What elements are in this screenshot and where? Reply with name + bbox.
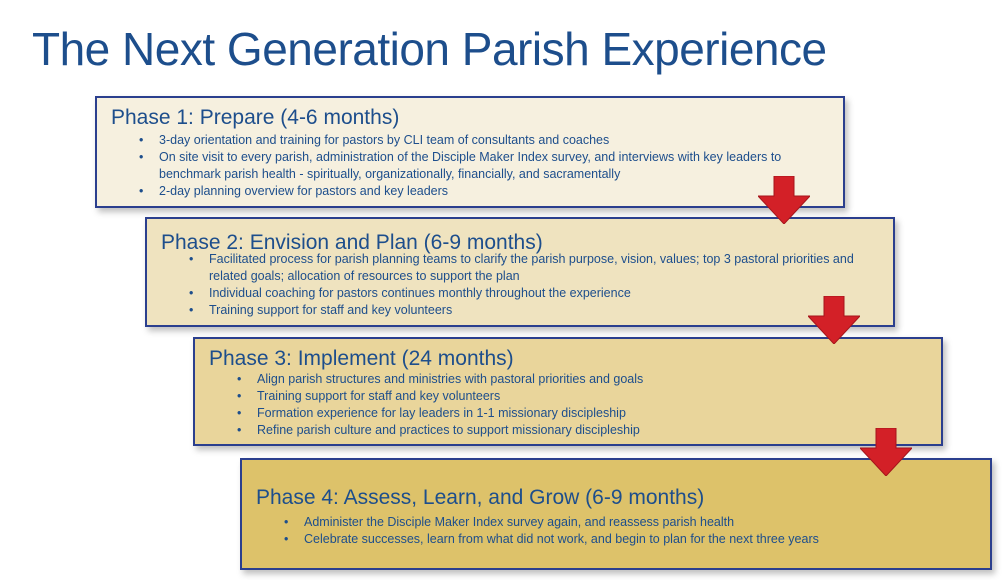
bullet-item: Administer the Disciple Maker Index surv… [282,514,972,531]
phase-2-title: Phase 2: Envision and Plan (6-9 months) [161,231,543,254]
phase-2-box: Phase 2: Envision and Plan (6-9 months) … [145,217,895,327]
down-arrow-icon [808,296,860,344]
phase-1-box: Phase 1: Prepare (4-6 months) 3-day orie… [95,96,845,208]
bullet-item: Training support for staff and key volun… [187,302,887,319]
down-arrow-icon [758,176,810,224]
down-arrow-icon [860,428,912,476]
bullet-item: 3-day orientation and training for pasto… [137,132,827,149]
bullet-item: Align parish structures and ministries w… [235,371,925,388]
phase-2-bullet-list: Facilitated process for parish planning … [187,251,887,319]
page-title: The Next Generation Parish Experience [32,23,827,75]
phase-4-title: Phase 4: Assess, Learn, and Grow (6-9 mo… [256,486,705,509]
phase-3-bullet-list: Align parish structures and ministries w… [235,371,925,439]
phase-1-bullet-list: 3-day orientation and training for pasto… [137,132,827,200]
phase-3-box: Phase 3: Implement (24 months) Align par… [193,337,943,446]
bullet-item: 2-day planning overview for pastors and … [137,183,827,200]
phase-3-title: Phase 3: Implement (24 months) [209,347,514,370]
bullet-item: Individual coaching for pastors continue… [187,285,887,302]
bullet-item: Facilitated process for parish planning … [187,251,887,285]
bullet-item: Celebrate successes, learn from what did… [282,531,972,548]
phase-4-bullet-list: Administer the Disciple Maker Index surv… [282,514,972,548]
bullet-item: Training support for staff and key volun… [235,388,925,405]
bullet-item: On site visit to every parish, administr… [137,149,827,183]
bullet-item: Refine parish culture and practices to s… [235,422,925,439]
bullet-item: Formation experience for lay leaders in … [235,405,925,422]
phase-1-title: Phase 1: Prepare (4-6 months) [111,106,400,129]
phase-4-box: Phase 4: Assess, Learn, and Grow (6-9 mo… [240,458,992,570]
